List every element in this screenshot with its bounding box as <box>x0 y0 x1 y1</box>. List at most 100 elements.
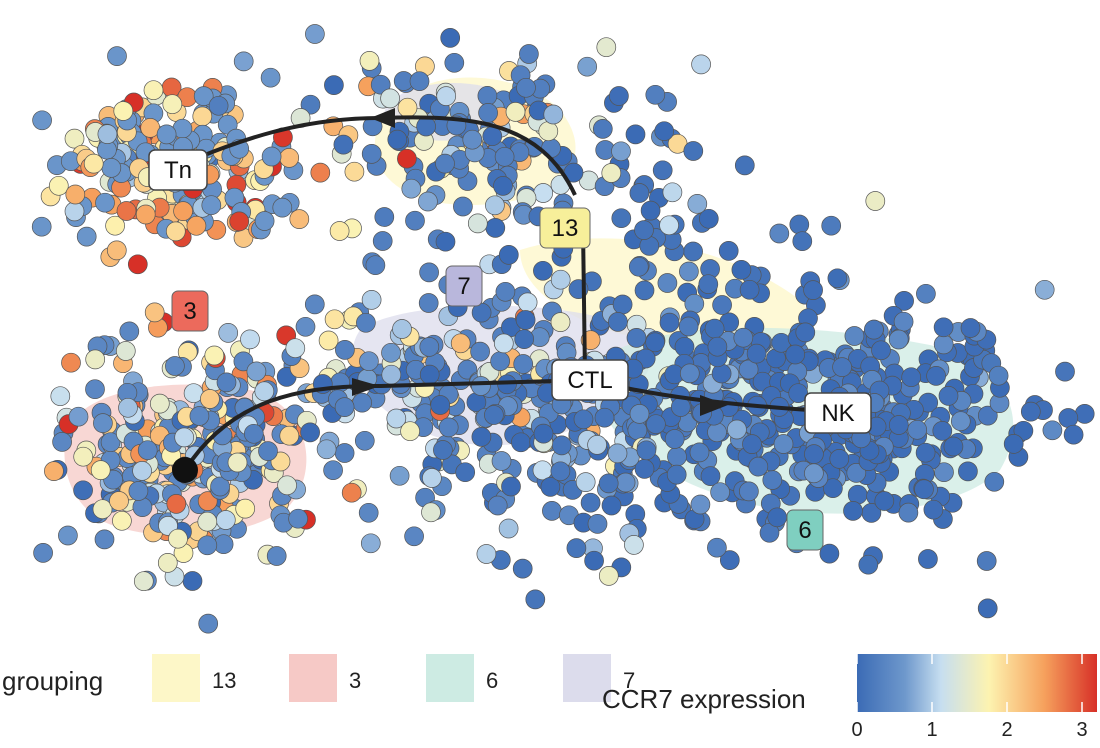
cell-point <box>189 406 210 426</box>
cell-point <box>392 319 412 339</box>
cell-point <box>667 446 687 467</box>
cell-point <box>767 507 788 528</box>
svg-text:7: 7 <box>457 273 470 300</box>
cell-point <box>550 312 571 332</box>
svg-text:3: 3 <box>183 298 196 325</box>
cell-point <box>540 477 561 497</box>
cell-point <box>485 195 505 216</box>
cell-point <box>731 260 752 280</box>
cell-point <box>32 110 52 131</box>
cell-point <box>683 141 704 161</box>
cell-point <box>707 422 727 443</box>
cell-point <box>61 352 81 373</box>
grouping-legend-swatch <box>152 654 200 702</box>
node-label-tn: Tn <box>148 149 208 191</box>
cell-point <box>679 261 699 282</box>
cell-point <box>157 553 178 573</box>
cell-point <box>397 97 418 118</box>
cell-point <box>832 357 852 377</box>
cell-point <box>341 482 362 503</box>
cell-point <box>85 349 106 370</box>
cell-point <box>329 221 350 241</box>
cell-point <box>624 535 644 555</box>
cell-point <box>611 208 632 229</box>
cell-point <box>598 473 619 494</box>
cell-point <box>490 351 510 372</box>
cell-point <box>938 386 959 406</box>
cell-point <box>162 94 183 115</box>
cell-point <box>365 255 386 276</box>
cell-point <box>361 144 382 164</box>
cell-point <box>334 397 355 417</box>
cell-point <box>94 529 115 550</box>
cell-point <box>83 153 104 174</box>
cell-point <box>679 363 700 384</box>
cell-point <box>462 129 483 150</box>
cell-point <box>116 201 137 221</box>
cell-point <box>100 432 121 453</box>
cell-point <box>354 430 375 451</box>
cell-point <box>218 323 239 343</box>
cell-point <box>746 343 767 364</box>
cell-point <box>1074 404 1095 424</box>
cluster-label-7: 7 <box>445 265 483 307</box>
cell-point <box>198 613 219 634</box>
node-label-nk: NK <box>804 392 872 434</box>
cell-point <box>698 274 719 295</box>
cell-point <box>186 215 207 236</box>
cell-point <box>260 67 281 88</box>
grouping-legend-label: 7 <box>623 668 635 693</box>
cell-point <box>493 176 513 196</box>
cell-point <box>513 354 534 374</box>
cell-point <box>200 389 220 409</box>
cell-point <box>888 415 909 435</box>
cell-point <box>400 421 420 442</box>
cell-point <box>587 514 608 534</box>
cell-point <box>823 478 843 499</box>
cell-point <box>494 146 515 167</box>
trajectory-arrowhead <box>700 395 728 416</box>
cell-point <box>422 468 442 488</box>
cell-point <box>229 211 250 232</box>
cell-point <box>659 312 680 333</box>
cell-point <box>495 281 516 302</box>
cell-point <box>370 74 391 95</box>
cell-point <box>698 208 719 229</box>
cell-point <box>405 210 425 231</box>
cell-point <box>573 409 594 430</box>
cell-point <box>387 129 408 150</box>
cell-point <box>594 407 615 428</box>
cell-point <box>804 463 824 484</box>
cell-point <box>933 334 954 355</box>
cell-point <box>272 197 293 218</box>
grouping-legend-label: 6 <box>486 668 498 693</box>
cell-point <box>112 510 132 531</box>
grouping-legend-item-3: 3 <box>289 654 361 702</box>
cell-point <box>166 494 187 514</box>
svg-text:CTL: CTL <box>567 367 612 394</box>
cell-point <box>625 124 646 145</box>
cell-point <box>334 443 355 463</box>
cell-point <box>416 116 436 137</box>
cell-point <box>795 322 816 343</box>
cell-point <box>477 86 498 106</box>
cell-point <box>64 201 85 222</box>
cell-point <box>261 146 282 167</box>
cell-point <box>517 292 538 313</box>
cell-point <box>149 393 170 414</box>
cell-point <box>113 101 134 121</box>
grouping-legend-swatch <box>289 654 337 702</box>
cell-point <box>285 338 306 359</box>
cell-point <box>95 192 115 213</box>
scatter-plot-area: Tn CTL NK 13 7 3 6 <box>31 24 1095 634</box>
cell-point <box>344 161 365 182</box>
cell-point <box>712 295 732 315</box>
cell-point <box>324 75 344 95</box>
colorbar-tick-label: 1 <box>926 719 937 741</box>
cell-point <box>289 209 310 229</box>
cell-point <box>137 440 158 461</box>
cell-point <box>484 405 504 425</box>
cell-point <box>577 56 598 77</box>
cell-point <box>662 182 683 203</box>
cell-point <box>215 510 236 530</box>
